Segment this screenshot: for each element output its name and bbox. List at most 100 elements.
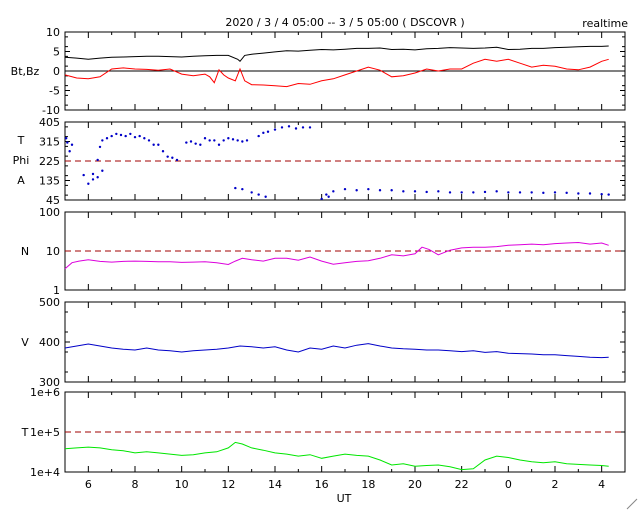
y-tick-label: 1 — [53, 284, 60, 297]
x-tick-label: 16 — [315, 478, 329, 491]
y-axis-label: T — [21, 426, 29, 439]
data-point — [166, 155, 169, 158]
data-point — [66, 141, 69, 144]
data-point — [236, 139, 239, 142]
data-point — [588, 192, 592, 195]
y-tick-label: 1e+6 — [30, 386, 60, 399]
data-point — [264, 195, 267, 198]
data-point — [553, 191, 557, 194]
data-point — [70, 143, 74, 146]
data-point — [143, 137, 146, 140]
data-point — [448, 191, 452, 194]
data-point — [138, 134, 141, 138]
y-tick-label: 0 — [53, 65, 60, 78]
panel-frame — [64, 301, 626, 383]
data-point — [189, 140, 193, 143]
y-axis-label: V — [21, 336, 29, 349]
data-point — [542, 191, 545, 195]
data-point — [96, 176, 99, 179]
series-line — [64, 58, 609, 88]
data-point — [495, 190, 498, 193]
y-tick-label: 500 — [39, 296, 60, 309]
data-point — [133, 135, 137, 139]
x-tick-label: 2 — [552, 478, 559, 491]
data-point — [577, 192, 580, 195]
data-point — [266, 130, 270, 133]
x-tick-label: 14 — [268, 478, 282, 491]
y-tick-label: 5 — [53, 46, 60, 59]
data-point — [110, 134, 113, 138]
data-point — [185, 141, 188, 144]
data-point — [96, 158, 99, 162]
data-point — [565, 191, 568, 195]
realtime-label: realtime — [582, 17, 628, 30]
data-point — [91, 178, 95, 181]
data-point — [241, 140, 244, 143]
data-point — [175, 158, 179, 162]
series-line — [64, 241, 609, 270]
data-point — [152, 143, 155, 146]
data-point — [367, 187, 370, 191]
panels-group: 1050-5-10Bt,Bz40531522513545TPhiA100101N… — [11, 26, 638, 510]
data-point — [390, 189, 393, 192]
data-point — [231, 138, 235, 141]
data-point — [308, 126, 312, 129]
data-point — [217, 143, 221, 146]
data-point — [101, 169, 104, 172]
data-point — [171, 156, 174, 159]
data-point — [294, 127, 298, 130]
data-point — [600, 192, 603, 196]
data-point — [129, 132, 132, 136]
x-tick-label: 12 — [221, 478, 235, 491]
data-point — [507, 191, 510, 194]
data-point — [194, 142, 197, 145]
data-point — [483, 190, 487, 194]
y-tick-label: -10 — [42, 104, 60, 117]
data-point — [280, 126, 284, 129]
y-tick-label: 45 — [46, 194, 60, 207]
y-axis-label: N — [21, 245, 29, 258]
data-point — [147, 139, 151, 142]
data-point — [437, 190, 440, 193]
data-point — [222, 139, 225, 142]
data-point — [227, 137, 230, 140]
x-tick-label: 6 — [85, 478, 92, 491]
y-axis-label: Bt,Bz — [11, 65, 40, 78]
data-point — [157, 143, 160, 146]
data-point — [325, 193, 328, 196]
data-point — [413, 190, 417, 193]
x-tick-label: 18 — [361, 478, 375, 491]
y-tick-label: 405 — [39, 116, 60, 129]
x-tick-label: 20 — [408, 478, 422, 491]
data-point — [607, 193, 610, 196]
data-point — [425, 190, 428, 194]
x-tick-label: 4 — [598, 478, 605, 491]
data-point — [213, 139, 216, 142]
data-point — [530, 191, 533, 194]
series-line — [64, 441, 609, 471]
data-point — [327, 195, 330, 198]
data-point — [87, 182, 90, 185]
data-point — [257, 193, 260, 196]
corner-mark — [626, 498, 638, 510]
data-point — [101, 139, 104, 142]
y-tick-label: 100 — [39, 206, 60, 219]
data-point — [257, 134, 260, 138]
data-point — [378, 189, 382, 192]
data-point — [208, 139, 211, 142]
data-point — [241, 187, 244, 191]
data-point — [234, 186, 237, 190]
x-tick-label: 0 — [505, 478, 512, 491]
y-tick-label: 10 — [46, 26, 60, 39]
y-tick-label: 400 — [39, 336, 60, 349]
data-point — [64, 137, 68, 140]
data-point — [402, 190, 405, 193]
data-point — [301, 126, 305, 129]
chart-title: 2020 / 3 / 4 05:00 -- 3 / 5 05:00 ( DSCO… — [225, 16, 464, 29]
data-point — [161, 150, 165, 153]
data-point — [119, 133, 123, 137]
y-tick-label: 1e+5 — [30, 426, 60, 439]
data-point — [320, 197, 323, 201]
data-point — [262, 131, 265, 135]
